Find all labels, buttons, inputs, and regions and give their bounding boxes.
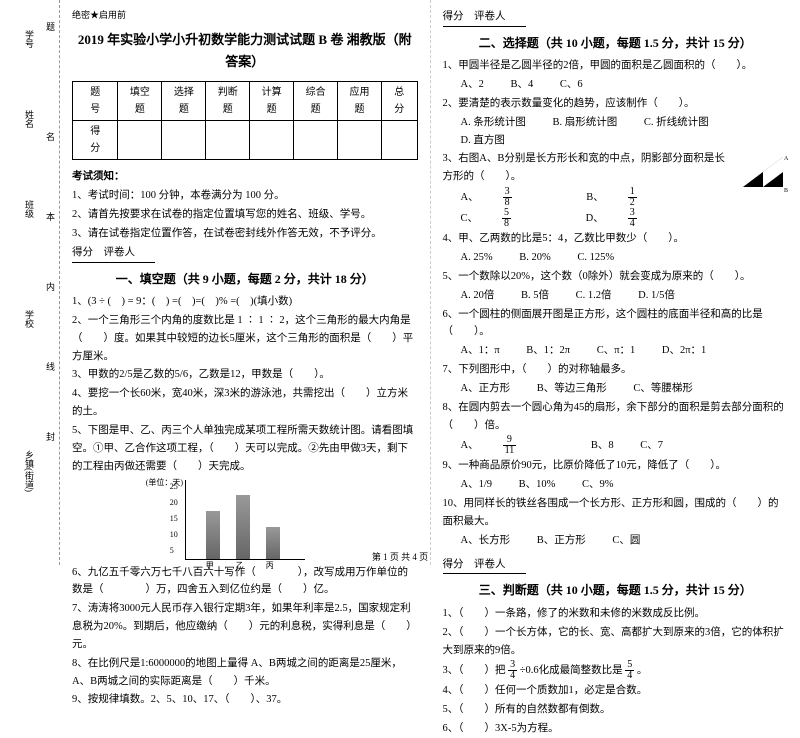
score-table: 题 号 填空题 选择题 判断题 计算题 综合题 应用题 总分 得 分 (72, 81, 418, 160)
scorer-box-3: 得分 评卷人 (443, 556, 526, 575)
q2-6-opts: A、1：π B、1：2π C、π：1 D、2π：1 (443, 342, 789, 360)
q2-4: 4、甲、乙两数的比是5：4，乙数比甲数少（ ）。 (443, 230, 789, 248)
q2-9: 9、一种商品原价90元，比原价降低了10元，降低了（ ）。 (443, 457, 789, 475)
notice-3: 3、请在试卷指定位置作答，在试卷密封线外作答无效，不予评分。 (72, 225, 418, 243)
td-score: 得 分 (73, 121, 118, 160)
margin-char-1: 名 (46, 130, 55, 143)
q2-7: 7、下列图形中，（ ）的对称轴最多。 (443, 361, 789, 379)
table-row: 得 分 (73, 121, 418, 160)
scorer-box-2: 得分 评卷人 (443, 8, 526, 27)
th-num: 题 号 (73, 82, 118, 121)
confidential-header: 绝密★启用前 (72, 8, 418, 23)
th-judge: 判断题 (206, 82, 250, 121)
section-2-title: 二、选择题（共 10 小题，每题 1.5 分，共计 15 分） (443, 33, 789, 53)
right-column: 得分 评卷人 二、选择题（共 10 小题，每题 1.5 分，共计 15 分） 1… (431, 0, 800, 565)
q2-4-opts: A. 25% B. 20% C. 125% (443, 249, 789, 267)
margin-label-xuexiao: 学校 (23, 310, 36, 328)
ytick-20: 20 (170, 496, 178, 510)
q3-2: 2、（ ）一个长方体，它的长、宽、高都扩大到原来的3倍，它的体积扩大到原来的9倍… (443, 624, 789, 660)
q1-9: 9、按规律填数。2、5、10、17、（ ）、37。 (72, 691, 418, 709)
q1-4: 4、要挖一个长60米，宽40米，深3米的游泳池，共需挖出（ ）立方米的土。 (72, 385, 418, 421)
binding-margin: 学号 姓名 班级 学校 乡镇(街道) 题 名 本 内 线 封 (0, 0, 60, 565)
ytick-5: 5 (170, 544, 174, 558)
q1-2: 2、一个三角形三个内角的度数比是 1 ∶ 1 ∶ 2，这个三角形的最大内角是（ … (72, 312, 418, 366)
section-3-title: 三、判断题（共 10 小题，每题 1.5 分，共计 15 分） (443, 580, 789, 600)
q2-5-opts: A. 20倍 B. 5倍 C. 1.2倍 D. 1/5倍 (443, 287, 789, 305)
exam-title: 2019 年实验小学小升初数学能力测试试题 B 卷 湘教版（附答案） (72, 29, 418, 73)
scorer-box-1: 得分 评卷人 (72, 244, 155, 263)
bar-bing (266, 527, 280, 559)
content-area: 绝密★启用前 2019 年实验小学小升初数学能力测试试题 B 卷 湘教版（附答案… (60, 0, 800, 565)
q3-4: 4、（ ）任何一个质数加1，必定是合数。 (443, 682, 789, 700)
bar-chart: (单位：天) 25 20 15 10 5 甲 乙 丙 (185, 480, 305, 560)
q2-2: 2、要清楚的表示数量变化的趋势，应该制作（ ）。 (443, 95, 789, 113)
q2-8: 8、在圆内剪去一个圆心角为45的扇形，余下部分的面积是剪去部分面积的（ ）倍。 (443, 399, 789, 435)
margin-label-xiangzhen: 乡镇(街道) (23, 450, 36, 492)
margin-char-2: 本 (46, 210, 55, 223)
q2-5: 5、一个数除以20%，这个数（0除外）就会变成为原来的（ ）。 (443, 268, 789, 286)
ytick-10: 10 (170, 528, 178, 542)
page-footer: 第 1 页 共 4 页 (372, 550, 428, 563)
q2-1: 1、甲圆半径是乙圆半径的2倍，甲圆的面积是乙圆面积的（ ）。 (443, 57, 789, 75)
q2-7-opts: A、正方形 B、等边三角形 C、等腰梯形 (443, 380, 789, 398)
margin-char-4: 线 (46, 360, 55, 373)
margin-label-xingming: 姓名 (23, 110, 36, 128)
margin-char-0: 题 (46, 20, 55, 33)
q2-1-opts: A、2 B、4 C、6 (443, 76, 789, 94)
th-app: 应用题 (338, 82, 382, 121)
q2-10-opts: A、长方形 B、正方形 C、圆 (443, 532, 789, 550)
th-choice: 选择题 (162, 82, 206, 121)
q2-10: 10、用同样长的铁丝各围成一个长方形、正方形和圆，围成的（ ）的面积最大。 (443, 495, 789, 531)
margin-char-3: 内 (46, 280, 55, 293)
margin-label-banji: 班级 (23, 200, 36, 218)
bar-yi (236, 495, 250, 559)
xlabel-jia: 甲 (206, 559, 214, 573)
ytick-25: 25 (170, 480, 178, 494)
q2-6: 6、一个圆柱的侧面展开图是正方形，这个圆柱的底面半径和高的比是（ ）。 (443, 306, 789, 342)
margin-label-xuehao: 学号 (23, 30, 36, 48)
q2-9-opts: A、1/9 B、10% C、9% (443, 476, 789, 494)
q1-7: 7、涛涛将3000元人民币存入银行定期3年，如果年利率是2.5，国家规定利息税为… (72, 600, 418, 654)
q2-2-opts: A. 条形统计图 B. 扇形统计图 C. 折线统计图 D. 直方图 (443, 114, 789, 150)
q2-8-opts: A、911 B、8 C、7 (443, 435, 789, 456)
svg-text:A: A (784, 156, 788, 162)
th-fill: 填空题 (118, 82, 162, 121)
th-comp: 综合题 (294, 82, 338, 121)
q1-8: 8、在比例尺是1:6000000的地图上量得 A、B两城之间的距离是25厘米，A… (72, 655, 418, 691)
q2-3-opts: A、38 B、12 C、58 D、34 (443, 187, 789, 229)
q2-3-wrap: A B 3、右图A、B分别是长方形长和宽的中点，阴影部分面积是长方形的（ ）。 … (443, 150, 789, 229)
notice-heading: 考试须知： (72, 168, 418, 186)
q3-3: 3、（ ）把 34 ÷0.6化成最简整数比是 54 。 (443, 660, 789, 681)
margin-char-5: 封 (46, 430, 55, 443)
notice-1: 1、考试时间：100 分钟，本卷满分为 100 分。 (72, 187, 418, 205)
xlabel-bing: 丙 (266, 559, 274, 573)
ytick-15: 15 (170, 512, 178, 526)
bar-jia (206, 511, 220, 559)
q3-6: 6、（ ）3X-5为方程。 (443, 720, 789, 738)
table-row: 题 号 填空题 选择题 判断题 计算题 综合题 应用题 总分 (73, 82, 418, 121)
notice-2: 2、请首先按要求在试卷的指定位置填写您的姓名、班级、学号。 (72, 206, 418, 224)
q1-5: 5、下图是甲、乙、丙三个人单独完成某项工程所需天数统计图。请看图填空。①甲、乙合… (72, 422, 418, 476)
svg-text:B: B (784, 188, 788, 192)
th-total: 总分 (381, 82, 417, 121)
q1-3: 3、甲数的2/5是乙数的5/6，乙数是12，甲数是（ ）。 (72, 366, 418, 384)
q1-1: 1、(3 ÷ ( ) = 9：( ) =( )=( )% =( )(填小数) (72, 293, 418, 311)
triangle-figure: A B (738, 152, 788, 192)
q2-3: 3、右图A、B分别是长方形长和宽的中点，阴影部分面积是长方形的（ ）。 (443, 150, 789, 186)
xlabel-yi: 乙 (236, 559, 244, 573)
left-column: 绝密★启用前 2019 年实验小学小升初数学能力测试试题 B 卷 湘教版（附答案… (60, 0, 431, 565)
page: 学号 姓名 班级 学校 乡镇(街道) 题 名 本 内 线 封 绝密★启用前 20… (0, 0, 800, 565)
q3-5: 5、（ ）所有的自然数都有倒数。 (443, 701, 789, 719)
q3-1: 1、（ ）一条路，修了的米数和未修的米数成反比例。 (443, 605, 789, 623)
th-calc: 计算题 (250, 82, 294, 121)
q1-6: 6、九亿五千零六万七千八百六十写作（ ），改写成用万作单位的数是（ ）万，四舍五… (72, 564, 418, 600)
section-1-title: 一、填空题（共 9 小题，每题 2 分，共计 18 分） (72, 269, 418, 289)
